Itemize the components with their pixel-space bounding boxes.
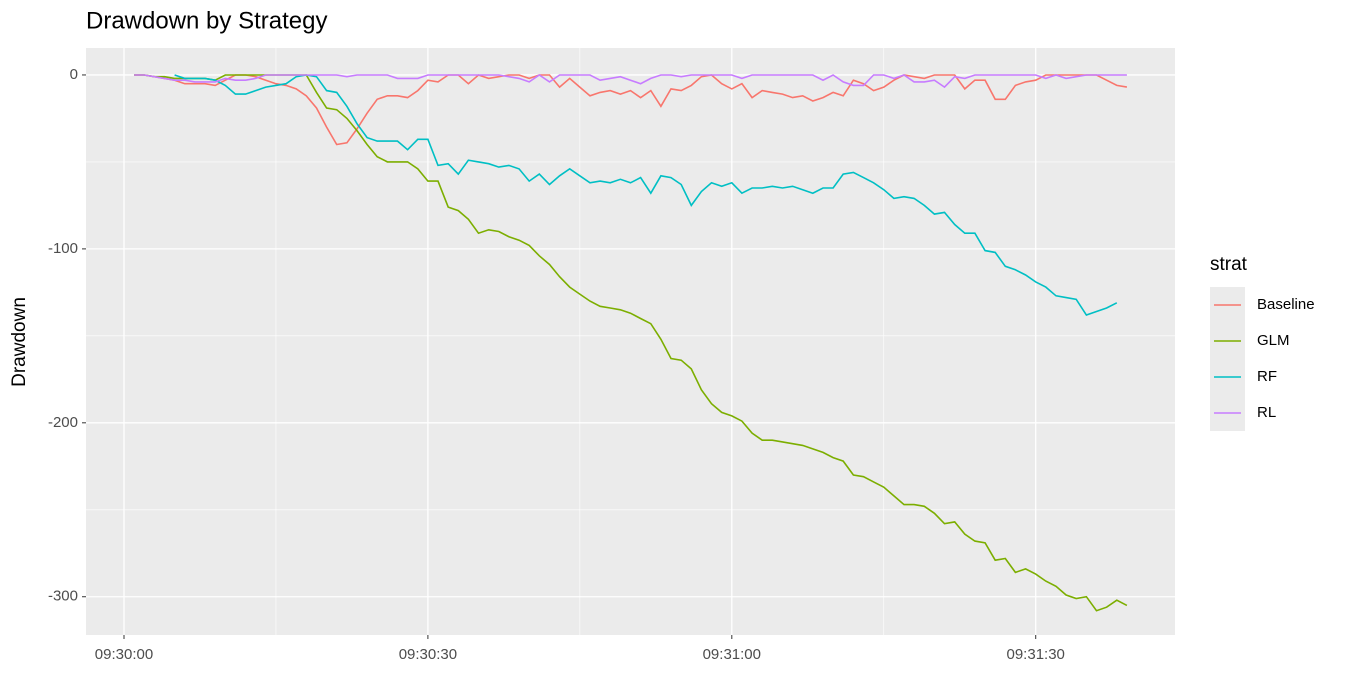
y-tick-label: -100: [48, 240, 78, 257]
legend-title: strat: [1210, 254, 1248, 275]
chart-title: Drawdown by Strategy: [86, 7, 327, 34]
y-tick-label: 0: [70, 66, 78, 83]
legend-label: GLM: [1257, 332, 1290, 349]
y-tick-label: -300: [48, 588, 78, 605]
legend-label: RF: [1257, 368, 1277, 385]
series-line: [174, 74, 1118, 316]
legend-label: RL: [1257, 404, 1276, 421]
x-tick-label: 09:31:30: [1007, 646, 1065, 663]
x-tick-label: 09:30:30: [399, 646, 457, 663]
y-axis-title: Drawdown: [9, 297, 30, 387]
series-line: [134, 74, 1127, 89]
lines: [134, 74, 1128, 612]
x-tick-label: 09:31:00: [703, 646, 761, 663]
panel: [86, 48, 1175, 635]
x-tick-label: 09:30:00: [95, 646, 153, 663]
legend-label: Baseline: [1257, 296, 1315, 313]
y-tick-label: -200: [48, 414, 78, 431]
series-line: [134, 74, 1128, 146]
